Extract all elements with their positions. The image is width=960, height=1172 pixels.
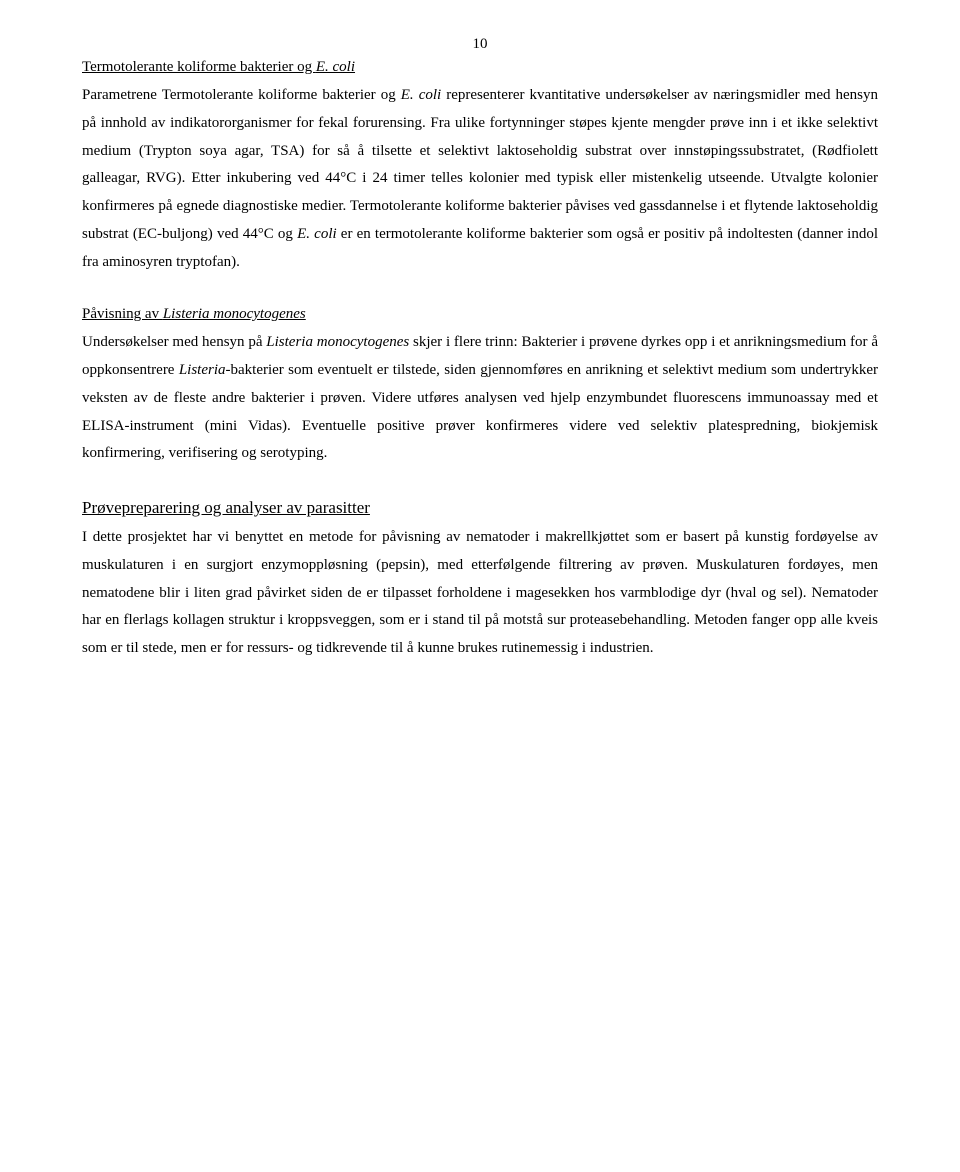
paragraph-3: I dette prosjektet har vi benyttet en me… xyxy=(82,524,878,663)
paragraph-1: Parametrene Termotolerante koliforme bak… xyxy=(82,82,878,276)
paragraph-italic: Listeria monocytogenes xyxy=(266,334,409,350)
paragraph-italic: Listeria xyxy=(179,362,226,378)
heading-text: Termotolerante koliforme bakterier og xyxy=(82,59,316,75)
page-number: 10 xyxy=(82,36,878,53)
section-heading-1: Termotolerante koliforme bakterier og E.… xyxy=(82,59,878,76)
document-page: 10 Termotolerante koliforme bakterier og… xyxy=(0,0,960,1172)
heading-text: Påvisning av xyxy=(82,306,163,322)
paragraph-italic: E. coli xyxy=(401,87,441,103)
section-heading-2: Påvisning av Listeria monocytogenes xyxy=(82,306,878,323)
paragraph-text: Parametrene Termotolerante koliforme bak… xyxy=(82,87,401,103)
paragraph-italic: E. coli xyxy=(297,226,337,242)
paragraph-text: representerer kvantitative undersøkelser… xyxy=(82,87,878,242)
paragraph-text: Undersøkelser med hensyn på xyxy=(82,334,266,350)
heading-italic: Listeria monocytogenes xyxy=(163,306,306,322)
section-heading-3: Prøvepreparering og analyser av parasitt… xyxy=(82,498,878,518)
paragraph-2: Undersøkelser med hensyn på Listeria mon… xyxy=(82,329,878,468)
heading-italic: E. coli xyxy=(316,59,355,75)
